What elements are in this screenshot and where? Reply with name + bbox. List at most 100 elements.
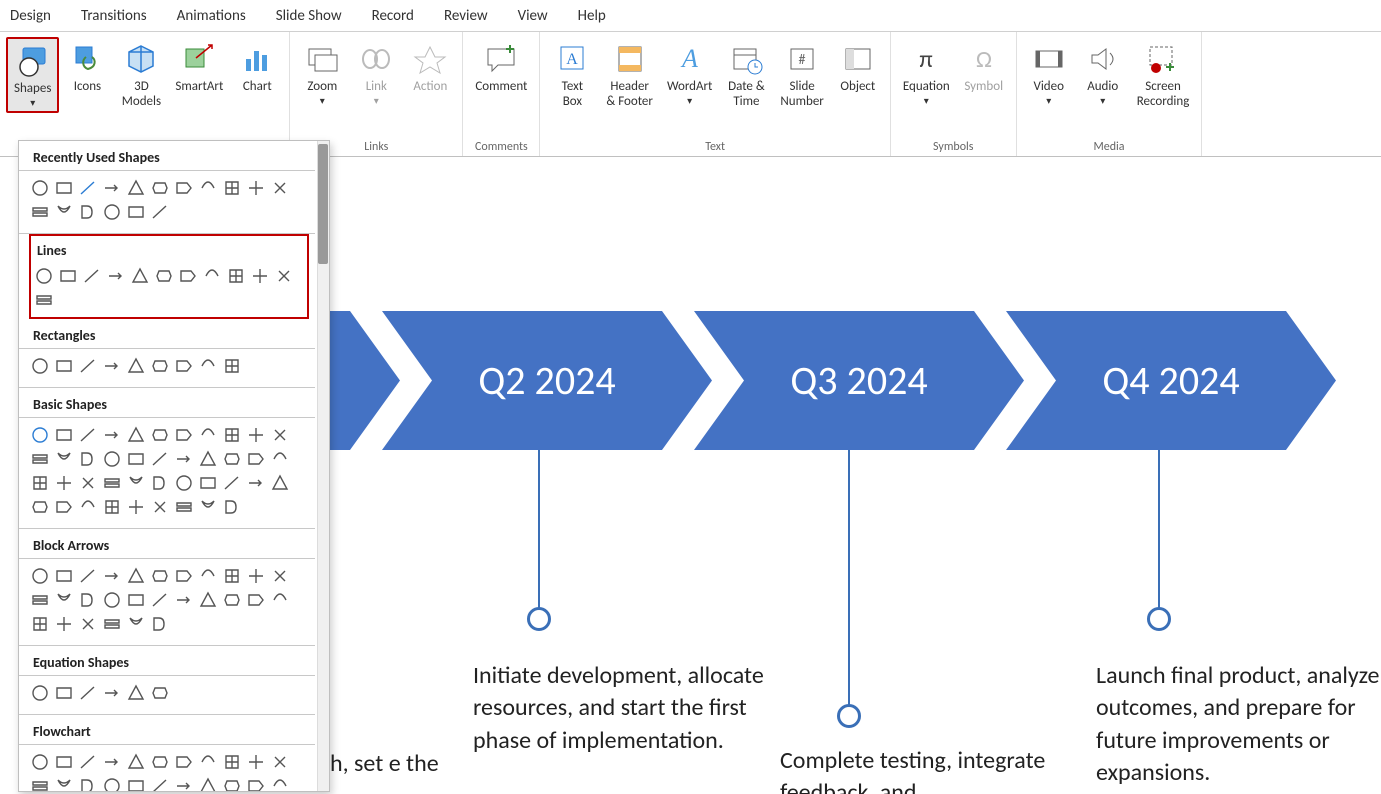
shape-rectangles-8[interactable] bbox=[221, 355, 243, 377]
shape-block-7[interactable] bbox=[197, 565, 219, 587]
shape-basic-5[interactable] bbox=[149, 424, 171, 446]
shape-flowchart-17[interactable] bbox=[173, 775, 195, 792]
shape-equation-0[interactable] bbox=[29, 682, 51, 704]
shape-recent-15[interactable] bbox=[125, 201, 147, 223]
shape-basic-32[interactable] bbox=[269, 472, 291, 494]
shape-basic-6[interactable] bbox=[173, 424, 195, 446]
shape-lines-11[interactable] bbox=[33, 289, 55, 311]
shape-block-9[interactable] bbox=[245, 565, 267, 587]
shape-recent-11[interactable] bbox=[29, 201, 51, 223]
object-button[interactable]: Object bbox=[832, 37, 884, 111]
shape-flowchart-19[interactable] bbox=[221, 775, 243, 792]
shape-flowchart-14[interactable] bbox=[101, 775, 123, 792]
shape-recent-14[interactable] bbox=[101, 201, 123, 223]
shape-basic-23[interactable] bbox=[53, 472, 75, 494]
shape-basic-40[interactable] bbox=[197, 496, 219, 518]
shape-lines-10[interactable] bbox=[273, 265, 295, 287]
shape-block-21[interactable] bbox=[269, 589, 291, 611]
shape-rectangles-2[interactable] bbox=[77, 355, 99, 377]
timeline-desc-3[interactable]: Launch final product, analyze outcomes, … bbox=[1096, 660, 1381, 790]
shape-basic-19[interactable] bbox=[221, 448, 243, 470]
shape-basic-7[interactable] bbox=[197, 424, 219, 446]
timeline-chevron-1[interactable]: Q2 2024 bbox=[382, 311, 712, 450]
shape-basic-34[interactable] bbox=[53, 496, 75, 518]
shape-block-1[interactable] bbox=[53, 565, 75, 587]
scrollbar-thumb[interactable] bbox=[318, 144, 328, 264]
shape-block-27[interactable] bbox=[149, 613, 171, 635]
shape-block-13[interactable] bbox=[77, 589, 99, 611]
headerfooter-button[interactable]: Header & Footer bbox=[600, 37, 659, 111]
shape-basic-21[interactable] bbox=[269, 448, 291, 470]
shape-basic-35[interactable] bbox=[77, 496, 99, 518]
shape-equation-2[interactable] bbox=[77, 682, 99, 704]
shape-flowchart-11[interactable] bbox=[29, 775, 51, 792]
shape-basic-28[interactable] bbox=[173, 472, 195, 494]
datetime-button[interactable]: Date & Time bbox=[720, 37, 772, 111]
zoom-button[interactable]: Zoom ▾ bbox=[296, 37, 348, 109]
shape-flowchart-15[interactable] bbox=[125, 775, 147, 792]
timeline-chevron-2[interactable]: Q3 2024 bbox=[694, 311, 1024, 450]
shape-basic-30[interactable] bbox=[221, 472, 243, 494]
shape-basic-38[interactable] bbox=[149, 496, 171, 518]
shape-basic-15[interactable] bbox=[125, 448, 147, 470]
textbox-button[interactable]: A Text Box bbox=[546, 37, 598, 111]
shape-flowchart-2[interactable] bbox=[77, 751, 99, 773]
shape-flowchart-5[interactable] bbox=[149, 751, 171, 773]
shape-block-11[interactable] bbox=[29, 589, 51, 611]
shape-recent-3[interactable] bbox=[101, 177, 123, 199]
shape-rectangles-4[interactable] bbox=[125, 355, 147, 377]
shape-block-0[interactable] bbox=[29, 565, 51, 587]
shape-recent-0[interactable] bbox=[29, 177, 51, 199]
shape-basic-36[interactable] bbox=[101, 496, 123, 518]
shape-recent-16[interactable] bbox=[149, 201, 171, 223]
shape-flowchart-7[interactable] bbox=[197, 751, 219, 773]
menu-review[interactable]: Review bbox=[440, 1, 492, 31]
shape-basic-11[interactable] bbox=[29, 448, 51, 470]
shape-rectangles-7[interactable] bbox=[197, 355, 219, 377]
shape-flowchart-9[interactable] bbox=[245, 751, 267, 773]
shape-basic-25[interactable] bbox=[101, 472, 123, 494]
shape-rectangles-5[interactable] bbox=[149, 355, 171, 377]
shape-recent-1[interactable] bbox=[53, 177, 75, 199]
shape-block-23[interactable] bbox=[53, 613, 75, 635]
timeline-desc-1[interactable]: Initiate development, allocate resources… bbox=[473, 660, 773, 757]
shape-block-24[interactable] bbox=[77, 613, 99, 635]
shape-basic-22[interactable] bbox=[29, 472, 51, 494]
screenrec-button[interactable]: Screen Recording bbox=[1131, 37, 1196, 111]
menu-animations[interactable]: Animations bbox=[173, 1, 250, 31]
shape-rectangles-1[interactable] bbox=[53, 355, 75, 377]
shape-basic-41[interactable] bbox=[221, 496, 243, 518]
shape-flowchart-21[interactable] bbox=[269, 775, 291, 792]
menu-slideshow[interactable]: Slide Show bbox=[272, 1, 346, 31]
shape-basic-18[interactable] bbox=[197, 448, 219, 470]
shape-basic-20[interactable] bbox=[245, 448, 267, 470]
shape-block-4[interactable] bbox=[125, 565, 147, 587]
shape-basic-31[interactable] bbox=[245, 472, 267, 494]
shape-flowchart-0[interactable] bbox=[29, 751, 51, 773]
icons-button[interactable]: Icons bbox=[61, 37, 113, 113]
menu-transitions[interactable]: Transitions bbox=[77, 1, 151, 31]
shape-block-5[interactable] bbox=[149, 565, 171, 587]
shape-basic-26[interactable] bbox=[125, 472, 147, 494]
shape-flowchart-20[interactable] bbox=[245, 775, 267, 792]
shape-block-16[interactable] bbox=[149, 589, 171, 611]
timeline-node-1[interactable] bbox=[837, 704, 861, 728]
shape-basic-2[interactable] bbox=[77, 424, 99, 446]
shape-flowchart-13[interactable] bbox=[77, 775, 99, 792]
shape-lines-9[interactable] bbox=[249, 265, 271, 287]
scrollbar-track[interactable] bbox=[317, 141, 329, 791]
shape-block-19[interactable] bbox=[221, 589, 243, 611]
timeline-connector-2[interactable] bbox=[1158, 450, 1160, 618]
shape-flowchart-10[interactable] bbox=[269, 751, 291, 773]
video-button[interactable]: Video ▾ bbox=[1023, 37, 1075, 111]
shape-recent-5[interactable] bbox=[149, 177, 171, 199]
shape-block-6[interactable] bbox=[173, 565, 195, 587]
shape-equation-3[interactable] bbox=[101, 682, 123, 704]
shape-block-25[interactable] bbox=[101, 613, 123, 635]
shape-recent-2[interactable] bbox=[77, 177, 99, 199]
shape-block-2[interactable] bbox=[77, 565, 99, 587]
shape-basic-10[interactable] bbox=[269, 424, 291, 446]
shape-flowchart-6[interactable] bbox=[173, 751, 195, 773]
timeline-desc-2[interactable]: Complete testing, integrate feedback, an… bbox=[780, 745, 1080, 794]
menu-record[interactable]: Record bbox=[368, 1, 418, 31]
